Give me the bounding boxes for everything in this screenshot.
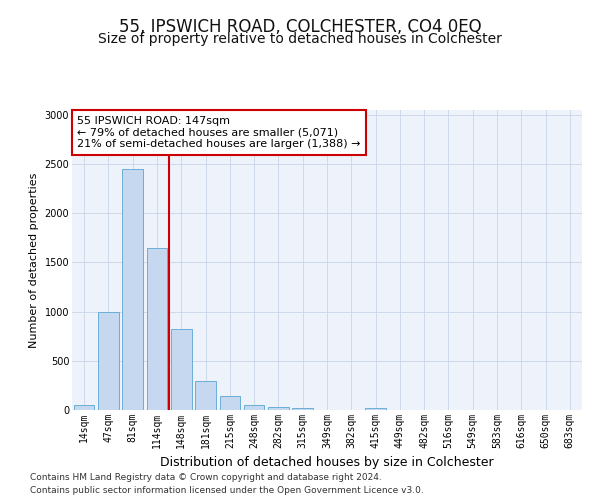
- X-axis label: Distribution of detached houses by size in Colchester: Distribution of detached houses by size …: [160, 456, 494, 469]
- Text: Size of property relative to detached houses in Colchester: Size of property relative to detached ho…: [98, 32, 502, 46]
- Bar: [98, 312, 119, 410]
- Bar: [146, 248, 167, 410]
- Text: Contains public sector information licensed under the Open Government Licence v3: Contains public sector information licen…: [30, 486, 424, 495]
- Bar: [122, 169, 143, 410]
- Bar: [244, 405, 265, 410]
- Bar: [268, 406, 289, 410]
- Y-axis label: Number of detached properties: Number of detached properties: [29, 172, 39, 348]
- Bar: [171, 330, 191, 410]
- Text: 55 IPSWICH ROAD: 147sqm
← 79% of detached houses are smaller (5,071)
21% of semi: 55 IPSWICH ROAD: 147sqm ← 79% of detache…: [77, 116, 361, 149]
- Bar: [74, 405, 94, 410]
- Text: Contains HM Land Registry data © Crown copyright and database right 2024.: Contains HM Land Registry data © Crown c…: [30, 474, 382, 482]
- Bar: [195, 382, 216, 410]
- Bar: [292, 408, 313, 410]
- Bar: [220, 396, 240, 410]
- Bar: [365, 408, 386, 410]
- Text: 55, IPSWICH ROAD, COLCHESTER, CO4 0EQ: 55, IPSWICH ROAD, COLCHESTER, CO4 0EQ: [119, 18, 481, 36]
